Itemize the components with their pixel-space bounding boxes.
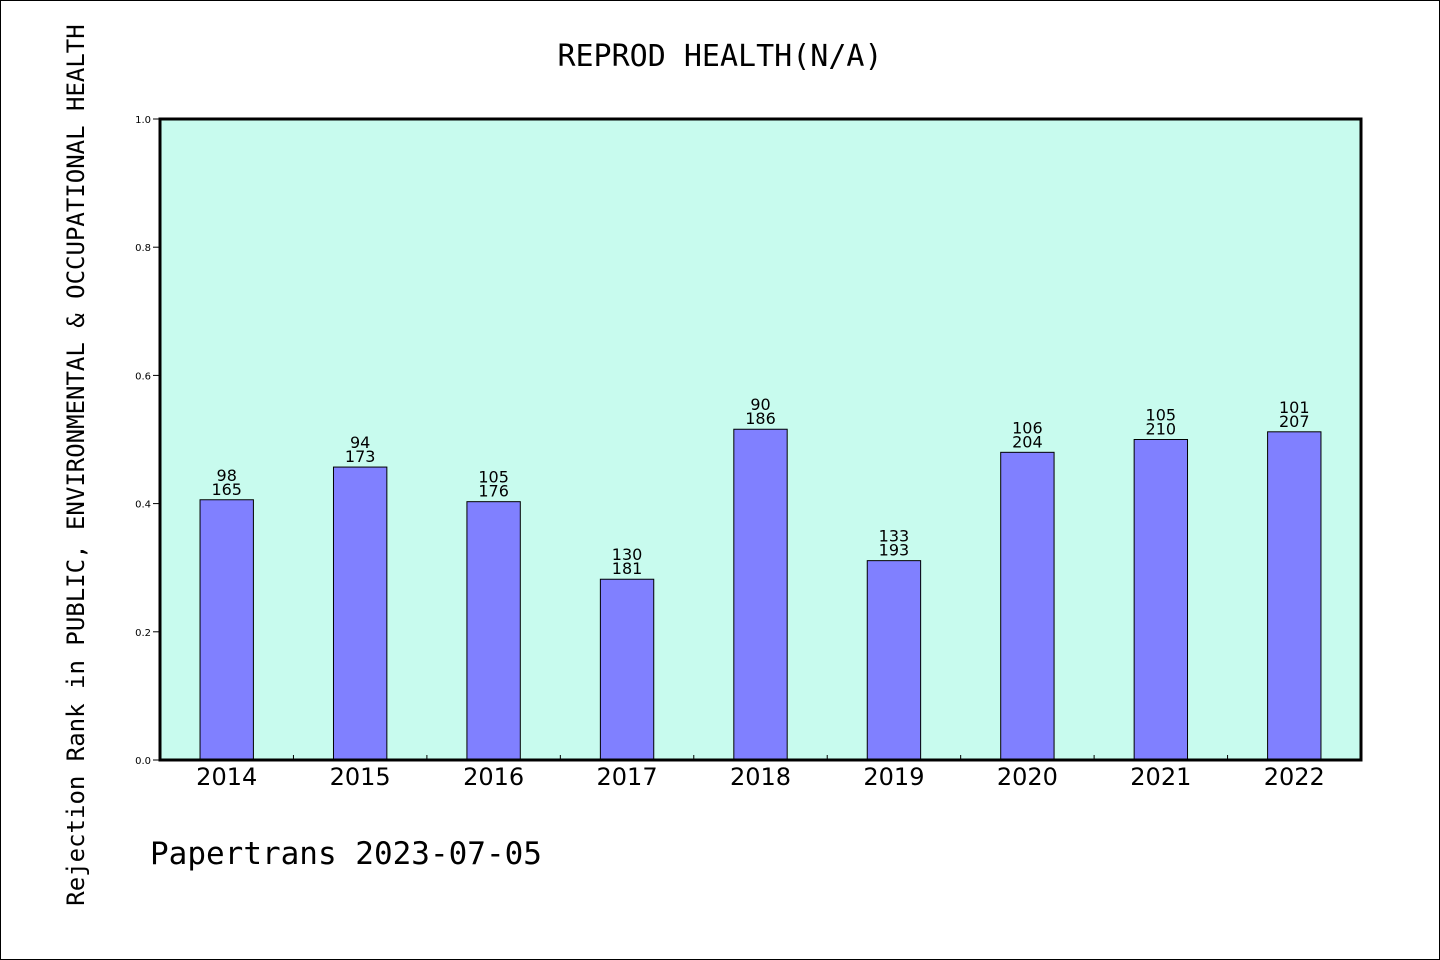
bar-label-bottom-2020: 204 — [1012, 432, 1043, 451]
x-tick-label-2019: 2019 — [863, 763, 924, 791]
bar-label-top-2019: 133 — [879, 527, 910, 546]
x-tick-label-2020: 2020 — [997, 763, 1058, 791]
y-tick-label: 0.6 — [135, 371, 151, 382]
bar-2021 — [1133, 439, 1189, 761]
x-tick-label-2017: 2017 — [597, 763, 658, 791]
x-tick-label-2018: 2018 — [730, 763, 791, 791]
bar-2017 — [599, 578, 655, 761]
bar-2014 — [199, 499, 254, 761]
bar-2019 — [866, 560, 922, 761]
plot-border — [158, 117, 1363, 762]
bar-label-top-2018: 90 — [750, 395, 770, 414]
bar-label-bottom-2015: 173 — [345, 447, 376, 466]
x-tick-label-2015: 2015 — [330, 763, 391, 791]
plot-area: 1659820141739420151761052016181130201718… — [135, 115, 1363, 791]
y-axis-label: Rejection Rank in PUBLIC, ENVIRONMENTAL … — [62, 24, 90, 905]
bar-label-top-2015: 94 — [350, 433, 370, 452]
bar-label-top-2016: 105 — [478, 468, 509, 487]
bar-label-top-2022: 101 — [1279, 398, 1310, 417]
bar-2020 — [1000, 451, 1055, 761]
chart-title: REPROD HEALTH(N/A) — [557, 39, 882, 74]
y-tick-label: 0.2 — [135, 628, 151, 639]
bar-label-top-2021: 105 — [1146, 406, 1177, 425]
bar-label-top-2020: 106 — [1012, 418, 1043, 437]
y-tick-label: 1.0 — [135, 115, 151, 126]
bar-label-bottom-2021: 210 — [1146, 420, 1177, 439]
bar-label-bottom-2016: 176 — [478, 482, 509, 501]
bar-2018 — [733, 428, 788, 761]
bar-label-bottom-2014: 165 — [211, 480, 242, 499]
bar-label-bottom-2018: 186 — [745, 409, 776, 428]
bar-label-top-2017: 130 — [612, 545, 643, 564]
x-tick-label-2021: 2021 — [1130, 763, 1191, 791]
y-tick-label: 0.0 — [135, 756, 151, 767]
bar-label-bottom-2022: 207 — [1279, 412, 1310, 431]
x-tick-label-2016: 2016 — [463, 763, 524, 791]
bar-2022 — [1267, 431, 1322, 761]
y-tick-label: 0.4 — [135, 500, 151, 511]
bar-label-bottom-2017: 181 — [612, 559, 643, 578]
bar-label-bottom-2019: 193 — [879, 541, 910, 560]
footer-credit: Papertrans 2023-07-05 — [150, 836, 542, 872]
bar-2015 — [332, 466, 388, 761]
y-tick-label: 0.8 — [135, 243, 151, 254]
bar-label-top-2014: 98 — [217, 466, 237, 485]
x-tick-label-2022: 2022 — [1264, 763, 1325, 791]
x-tick-label-2014: 2014 — [196, 763, 257, 791]
bar-2016 — [466, 501, 521, 761]
